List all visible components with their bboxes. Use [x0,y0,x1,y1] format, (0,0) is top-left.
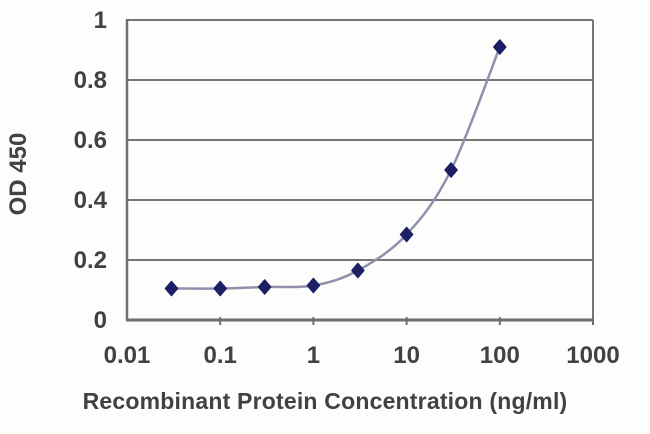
data-point-marker [306,277,321,294]
x-tick-label: 1000 [566,342,619,369]
y-tick-label: 0.8 [74,67,107,94]
x-tick-label: 100 [480,342,520,369]
data-point-marker [257,279,272,295]
y-axis-title: OD 450 [5,132,32,216]
y-tick-label: 1 [94,7,107,34]
x-tick-label: 0.1 [204,342,237,369]
data-point-marker [399,226,414,243]
data-point-marker [164,280,179,297]
data-point-marker [213,280,227,297]
x-axis-title: Recombinant Protein Concentration (ng/ml… [82,388,568,414]
y-tick-label: 0.2 [74,247,107,274]
data-point-marker [351,262,365,279]
data-point-marker [444,162,458,178]
y-tick-label: 0.6 [74,127,107,154]
x-tick-label: 1 [307,342,320,369]
y-tick-label: 0.4 [74,187,108,214]
y-tick-label: 0 [94,307,107,334]
x-tick-label: 10 [393,342,420,369]
x-tick-label: 0.01 [104,342,151,369]
data-point-marker [493,39,507,55]
